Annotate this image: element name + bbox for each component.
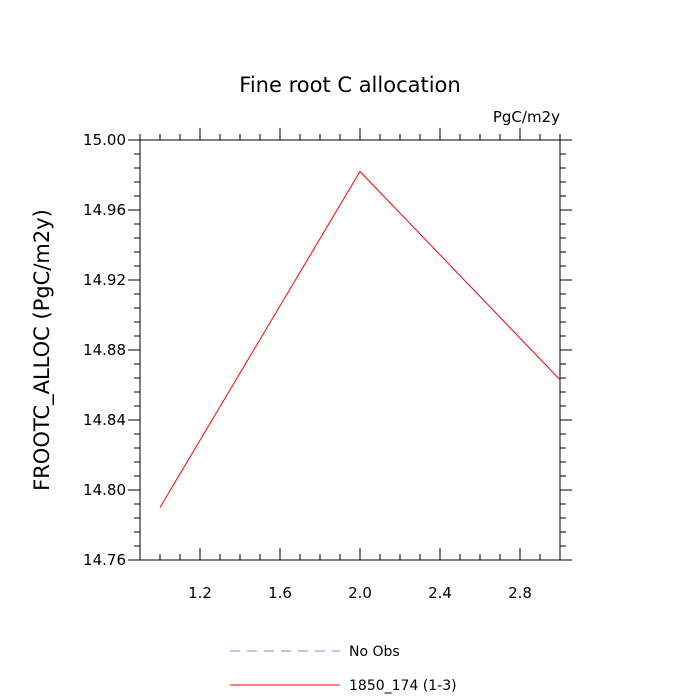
- legend-label-no-obs: No Obs: [349, 644, 400, 660]
- plot-frame: [139, 139, 561, 561]
- y-tick-label: 14.88: [83, 341, 126, 359]
- y-tick-label: 14.92: [83, 271, 126, 289]
- y-tick-label: 14.80: [83, 481, 126, 499]
- x-tick-label: 2.8: [508, 584, 532, 602]
- units-label: PgC/m2y: [493, 108, 560, 126]
- legend-label-1850-174: 1850_174 (1-3): [349, 678, 457, 694]
- chart-title: Fine root C allocation: [239, 73, 460, 97]
- x-tick-label: 1.6: [268, 584, 292, 602]
- plot-area: 1.2 1.6 2.0 2.4 2.8 14.76 14.80 14.84 14.88 14.92…: [83, 128, 572, 602]
- legend: No Obs 1850_174 (1-3): [230, 644, 457, 694]
- x-tick-label: 1.2: [188, 584, 212, 602]
- x-tick-label: 2.0: [348, 584, 372, 602]
- y-tick-label: 14.96: [83, 201, 126, 219]
- series-line-1: [159, 170, 561, 508]
- y-tick-label: 14.84: [83, 411, 126, 429]
- x-tick-label: 2.4: [428, 584, 452, 602]
- y-tick-label: 14.76: [83, 551, 126, 569]
- y-axis-label: FROOTC_ALLOC (PgC/m2y): [30, 209, 55, 491]
- y-tick-label: 15.00: [83, 131, 126, 149]
